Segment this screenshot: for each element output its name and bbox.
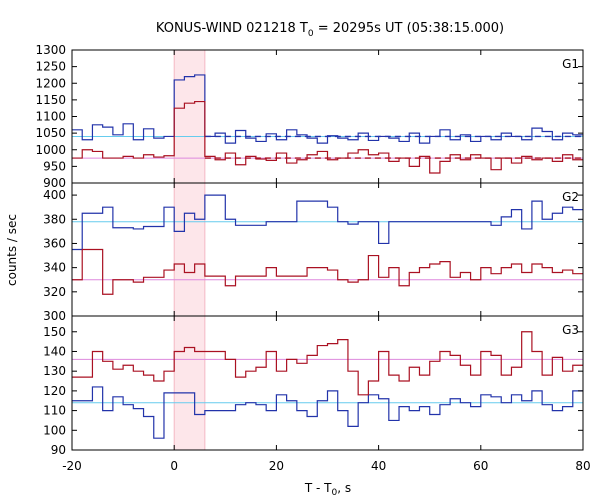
y-tick-label: 1250 [35,60,66,74]
y-tick-label: 340 [43,261,66,275]
series-blue-line [72,194,583,251]
highlight-band [174,50,205,183]
x-tick-label: 20 [269,459,284,473]
y-tick-label: 400 [43,188,66,202]
highlight-band [174,316,205,450]
y-tick-label: 1200 [35,76,66,90]
y-tick-label: 100 [43,423,66,437]
series-red-line [72,100,583,174]
y-tick-label: 380 [43,212,66,226]
chart-title-subscript: 0 [308,29,314,39]
x-tick-label: 0 [170,459,178,473]
panel-g3: 90 100 110 120 130 140 150 G3 [43,315,584,457]
series-red-line [72,331,583,396]
series-red-line [72,248,583,295]
y-tick-label: 120 [43,384,66,398]
panel-g1: 900 950 1000 1050 1100 1150 1200 1250 1300 G1 [35,43,584,190]
y-tick-label: 320 [43,285,66,299]
chart-title: KONUS-WIND 021218 T0 = 20295s UT (05:38:… [156,21,504,39]
y-tick-label: 1100 [35,110,66,124]
y-tick-label: 140 [43,344,66,358]
panels: 9009501000105011001150120012501300G13003… [35,43,584,457]
x-tick-label: -20 [62,459,82,473]
y-tick-label: 900 [43,176,66,190]
panel-frame [71,49,584,184]
chart-title-text: KONUS-WIND 021218 T0 = 20295s UT (05:38:… [156,21,504,39]
x-tick-label: 80 [575,459,590,473]
x-axis-label-subscript: 0 [332,488,338,498]
x-tick-labels: -20 0 20 40 60 80 [62,459,590,473]
y-tick-label: 1150 [35,93,66,107]
highlight-band [174,183,205,316]
y-tick-label: 90 [51,443,66,457]
x-tick-label: 60 [473,459,488,473]
chart-title-main: KONUS-WIND 021218 T [156,21,308,36]
y-tick-label: 150 [43,325,66,339]
panel-g2: 300 320 340 360 380 400 G2 [43,182,584,323]
x-axis-label-main: T - T [304,481,332,495]
x-tick-label: 40 [371,459,386,473]
series-blue-line [72,74,583,144]
y-tick-label: 130 [43,364,66,378]
chart-title-rest: = 20295s UT (05:38:15.000) [314,21,504,36]
series-blue-line [72,386,583,439]
y-tick-label: 360 [43,236,66,250]
panel-label: G3 [562,323,579,337]
panel-label: G2 [562,190,579,204]
y-tick-label: 1000 [35,143,66,157]
y-tick-label: 1050 [35,126,66,140]
panel-frame [71,315,584,451]
y-tick-label: 300 [43,309,66,323]
y-axis-label: counts / sec [5,214,19,286]
x-axis-label-rest: , s [337,481,351,495]
x-axis-label: T - T0, s [304,481,351,498]
y-tick-label: 950 [43,159,66,173]
y-tick-label: 110 [43,404,66,418]
panel-label: G1 [562,57,579,71]
y-tick-label: 1300 [35,43,66,57]
